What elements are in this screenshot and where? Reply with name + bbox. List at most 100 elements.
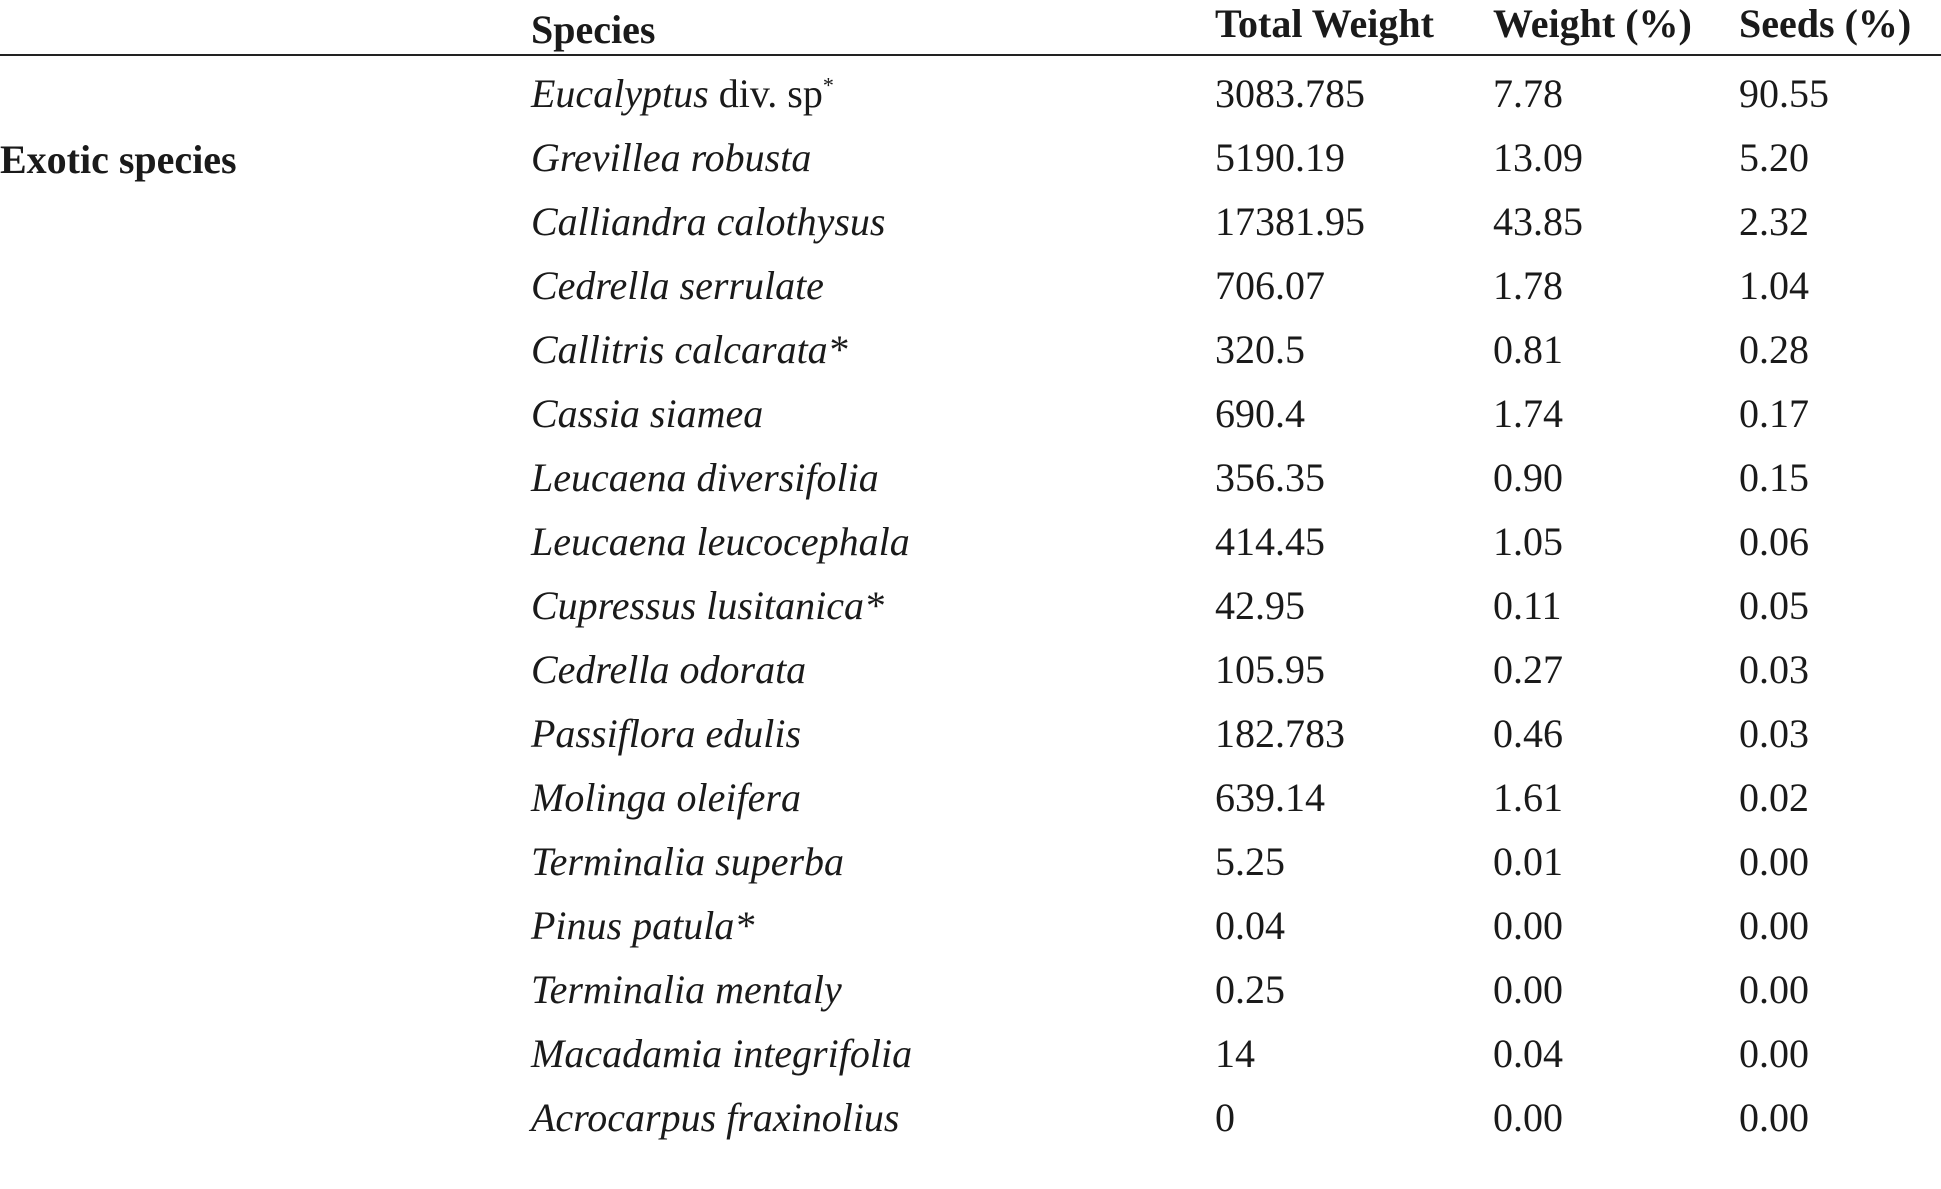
table-row: Acrocarpus fraxinolius 0 0.00 0.00 — [0, 1092, 1941, 1156]
cell-species: Acrocarpus fraxinolius — [531, 1094, 900, 1141]
table-row: Calliandra calothysus 17381.95 43.85 2.32 — [0, 196, 1941, 260]
cell-total-weight: 3083.785 — [1215, 71, 1365, 116]
cell-seeds-percent: 5.20 — [1739, 135, 1809, 180]
table-row: Cupressus lusitanica* 42.95 0.11 0.05 — [0, 580, 1941, 644]
species-name: Terminalia mentaly — [531, 967, 842, 1012]
cell-seeds-percent: 0.06 — [1739, 519, 1809, 564]
header-species: Species — [531, 7, 656, 52]
cell-seeds-percent: 0.00 — [1739, 1031, 1809, 1076]
cell-species: Calliandra calothysus — [531, 198, 885, 245]
cell-species: Passiflora edulis — [531, 710, 801, 757]
species-name: Passiflora edulis — [531, 711, 802, 756]
cell-total-weight: 320.5 — [1215, 327, 1305, 372]
cell-seeds-percent: 0.15 — [1739, 455, 1809, 500]
cell-total-weight: 706.07 — [1215, 263, 1325, 308]
cell-total-weight: 17381.95 — [1215, 199, 1365, 244]
cell-seeds-percent: 0.03 — [1739, 647, 1809, 692]
cell-species: Macadamia integrifolia — [531, 1030, 912, 1077]
cell-total-weight: 0.04 — [1215, 903, 1285, 948]
cell-seeds-percent: 0.17 — [1739, 391, 1809, 436]
cell-weight-percent: 0.00 — [1493, 967, 1563, 1012]
cell-seeds-percent: 0.28 — [1739, 327, 1809, 372]
cell-weight-percent: 0.04 — [1493, 1031, 1563, 1076]
table-header-row: Species Total Weight Weight (%) Seeds (%… — [0, 0, 1941, 56]
cell-seeds-percent: 2.32 — [1739, 199, 1809, 244]
species-name: Callitris calcarata* — [531, 327, 848, 372]
table-row: Leucaena diversifolia 356.35 0.90 0.15 — [0, 452, 1941, 516]
table-row: Molinga oleifera 639.14 1.61 0.02 — [0, 772, 1941, 836]
species-name: Cedrella odorata — [531, 647, 807, 692]
header-weight-percent: Weight (%) — [1493, 1, 1692, 46]
cell-seeds-percent: 0.00 — [1739, 839, 1809, 884]
cell-total-weight: 0 — [1215, 1095, 1235, 1140]
cell-species: Callitris calcarata* — [531, 326, 848, 373]
cell-total-weight: 690.4 — [1215, 391, 1305, 436]
table-row: Grevillea robusta 5190.19 13.09 5.20 — [0, 132, 1941, 196]
group-label-exotic-species: Exotic species — [0, 137, 237, 182]
cell-total-weight: 0.25 — [1215, 967, 1285, 1012]
cell-weight-percent: 0.46 — [1493, 711, 1563, 756]
table-row: Leucaena leucocephala 414.45 1.05 0.06 — [0, 516, 1941, 580]
cell-weight-percent: 0.00 — [1493, 903, 1563, 948]
cell-species: Leucaena leucocephala — [531, 518, 910, 565]
cell-weight-percent: 13.09 — [1493, 135, 1583, 180]
cell-weight-percent: 0.01 — [1493, 839, 1563, 884]
table-row: Macadamia integrifolia 14 0.04 0.00 — [0, 1028, 1941, 1092]
cell-total-weight: 639.14 — [1215, 775, 1325, 820]
cell-species: Terminalia mentaly — [531, 966, 842, 1013]
cell-total-weight: 356.35 — [1215, 455, 1325, 500]
table-row: Cedrella serrulate 706.07 1.78 1.04 — [0, 260, 1941, 324]
species-name: Cupressus lusitanica* — [531, 583, 884, 628]
cell-weight-percent: 1.05 — [1493, 519, 1563, 564]
species-name: Terminalia superba — [531, 839, 845, 884]
cell-weight-percent: 43.85 — [1493, 199, 1583, 244]
cell-species: Cupressus lusitanica* — [531, 582, 884, 629]
cell-total-weight: 105.95 — [1215, 647, 1325, 692]
species-name: Macadamia integrifolia — [531, 1031, 913, 1076]
cell-seeds-percent: 0.05 — [1739, 583, 1809, 628]
cell-species: Cassia siamea — [531, 390, 763, 437]
cell-seeds-percent: 90.55 — [1739, 71, 1829, 116]
cell-total-weight: 14 — [1215, 1031, 1255, 1076]
table-row: Cedrella odorata 105.95 0.27 0.03 — [0, 644, 1941, 708]
cell-seeds-percent: 0.03 — [1739, 711, 1809, 756]
table-row: Pinus patula* 0.04 0.00 0.00 — [0, 900, 1941, 964]
cell-weight-percent: 0.11 — [1493, 583, 1562, 628]
table-row: Passiflora edulis 182.783 0.46 0.03 — [0, 708, 1941, 772]
header-divider — [0, 54, 1941, 56]
species-name: Leucaena leucocephala — [531, 519, 910, 564]
cell-weight-percent: 1.78 — [1493, 263, 1563, 308]
header-total-weight: Total Weight — [1215, 1, 1434, 46]
cell-weight-percent: 1.61 — [1493, 775, 1563, 820]
cell-species: Terminalia superba — [531, 838, 844, 885]
cell-species: Leucaena diversifolia — [531, 454, 879, 501]
cell-seeds-percent: 0.02 — [1739, 775, 1809, 820]
cell-total-weight: 5190.19 — [1215, 135, 1345, 180]
cell-weight-percent: 7.78 — [1493, 71, 1563, 116]
species-name: Molinga oleifera — [531, 775, 801, 820]
cell-weight-percent: 0.00 — [1493, 1095, 1563, 1140]
species-name: Grevillea robusta — [531, 135, 812, 180]
species-name: Cassia siamea — [531, 391, 764, 436]
cell-weight-percent: 0.27 — [1493, 647, 1563, 692]
cell-weight-percent: 0.81 — [1493, 327, 1563, 372]
cell-total-weight: 5.25 — [1215, 839, 1285, 884]
cell-species: Grevillea robusta — [531, 134, 811, 181]
table-body: Eucalyptus div. sp* 3083.785 7.78 90.55 Grev… — [0, 68, 1941, 1156]
cell-total-weight: 414.45 — [1215, 519, 1325, 564]
cell-species: Eucalyptus div. sp* — [531, 70, 834, 117]
cell-species: Cedrella odorata — [531, 646, 806, 693]
cell-seeds-percent: 0.00 — [1739, 1095, 1809, 1140]
table-row: Eucalyptus div. sp* 3083.785 7.78 90.55 — [0, 68, 1941, 132]
cell-weight-percent: 0.90 — [1493, 455, 1563, 500]
cell-species: Molinga oleifera — [531, 774, 801, 821]
table-row: Terminalia superba 5.25 0.01 0.00 — [0, 836, 1941, 900]
species-name: Eucalyptus — [531, 71, 709, 116]
table-row: Terminalia mentaly 0.25 0.00 0.00 — [0, 964, 1941, 1028]
cell-species: Pinus patula* — [531, 902, 754, 949]
cell-seeds-percent: 1.04 — [1739, 263, 1809, 308]
species-name: Cedrella serrulate — [531, 263, 824, 308]
cell-seeds-percent: 0.00 — [1739, 903, 1809, 948]
cell-total-weight: 182.783 — [1215, 711, 1345, 756]
